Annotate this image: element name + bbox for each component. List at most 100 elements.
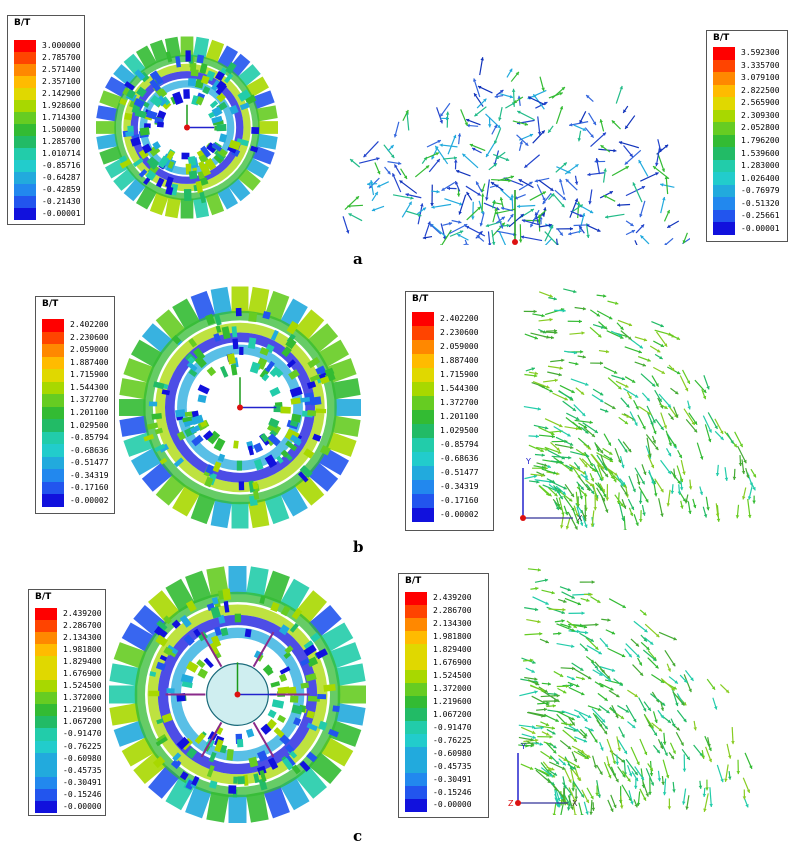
arrow-head — [623, 750, 627, 755]
legend-swatch — [412, 396, 434, 410]
tooth-block — [205, 39, 225, 63]
arrow-head — [620, 503, 624, 507]
mesh-element — [185, 600, 197, 613]
legend-value: 1.829400 — [433, 645, 472, 655]
arrow-head — [541, 87, 545, 91]
field-arrow — [605, 213, 625, 218]
arrow-head — [575, 502, 580, 506]
arrow-head — [599, 449, 604, 454]
mesh-element — [175, 56, 182, 68]
arrow-head — [439, 143, 443, 147]
arrow-head — [647, 411, 652, 415]
arrow-head — [571, 721, 575, 726]
stator-tooth — [279, 776, 310, 811]
tooth-block — [130, 447, 163, 476]
stator-tooth — [231, 501, 249, 529]
legend-swatch — [405, 592, 427, 605]
arrow-head — [476, 235, 481, 239]
field-arrow — [646, 437, 652, 458]
arrow-head — [628, 322, 633, 327]
arrow-head — [571, 788, 575, 792]
mesh-element — [306, 656, 319, 668]
mesh-element — [260, 723, 272, 735]
legend-swatch — [14, 88, 36, 100]
mesh-element — [245, 728, 255, 738]
arrow-head — [534, 336, 538, 340]
field-arrow — [608, 707, 625, 720]
arrow-head — [682, 498, 686, 502]
arrow-head — [615, 694, 620, 698]
arrow-head — [459, 230, 464, 234]
field-arrow — [491, 222, 506, 237]
arrow-head — [623, 109, 627, 113]
arrow-head — [485, 197, 489, 201]
arrow-head — [573, 738, 577, 742]
mesh-element — [138, 168, 148, 178]
legend-swatch — [713, 72, 735, 85]
arrow-head — [583, 517, 587, 522]
arrow-head — [605, 215, 609, 219]
arrow-head — [672, 789, 676, 793]
arrow-head — [701, 755, 706, 759]
arrow-head — [387, 170, 391, 175]
arrow-head — [691, 421, 695, 425]
tooth-block — [121, 622, 156, 653]
arrow-head — [746, 789, 751, 793]
mesh-element — [307, 409, 317, 417]
arrow-head — [676, 336, 680, 340]
arrow-head — [392, 173, 396, 177]
arrow-head — [620, 715, 625, 719]
arrow-head — [474, 93, 478, 97]
arrow-head — [549, 773, 554, 777]
legend-value: 1.544300 — [440, 384, 479, 393]
arrow-head — [501, 222, 505, 227]
arrow-head — [601, 488, 605, 493]
arrow-head — [649, 773, 654, 777]
legend-value: -0.76225 — [63, 741, 102, 751]
legend-value: 1.676900 — [433, 658, 472, 668]
core-ring — [134, 591, 341, 798]
mesh-element — [149, 671, 157, 677]
arrow-head — [661, 702, 666, 706]
arrow-head — [565, 179, 570, 183]
field-arrow — [578, 212, 585, 234]
arrow-head — [540, 726, 544, 730]
mesh-element — [312, 433, 322, 442]
legend-swatch — [412, 508, 434, 522]
tooth-block — [263, 570, 290, 604]
mesh-element — [198, 161, 207, 171]
mesh-element — [315, 648, 328, 660]
mesh-element — [289, 420, 299, 428]
mesh-element — [271, 699, 285, 709]
arrow-head — [479, 222, 484, 227]
arrow-head — [374, 191, 378, 196]
mesh-element — [223, 601, 230, 613]
arrow-head — [708, 429, 712, 433]
mesh-element — [332, 705, 340, 713]
arrow-head — [605, 497, 610, 501]
legend-swatch — [713, 47, 735, 60]
arrow-head — [683, 718, 687, 723]
arrow-head — [604, 643, 609, 648]
arrow-head — [572, 766, 576, 770]
arrow-head — [580, 691, 585, 696]
arrow-head — [703, 514, 708, 518]
arrow-head — [741, 470, 746, 475]
arrow-head — [584, 630, 589, 635]
arrow-head — [621, 464, 625, 469]
tooth-block — [331, 378, 361, 400]
field-arrow — [540, 694, 560, 698]
field-arrow — [572, 802, 576, 815]
mesh-element — [148, 158, 160, 170]
field-arrow — [521, 219, 541, 226]
arrow-head — [634, 771, 638, 776]
tooth-block — [337, 685, 366, 704]
arrow-head — [646, 646, 650, 650]
arrow-head — [667, 719, 671, 723]
mesh-element — [206, 142, 218, 154]
stator-tooth — [172, 298, 201, 330]
mesh-element — [209, 100, 219, 109]
tooth-block — [319, 622, 354, 653]
field-arrow — [544, 308, 565, 316]
arrow-head — [580, 749, 585, 753]
